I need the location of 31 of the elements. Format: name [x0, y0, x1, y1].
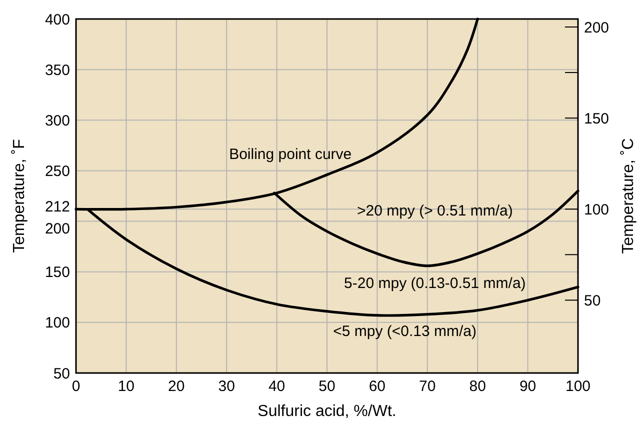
x-tick-label: 70 — [419, 378, 436, 395]
y-tick-label: 350 — [44, 62, 70, 79]
y-axis-title: Temperature, ˚F — [11, 138, 28, 253]
annotation: >20 mpy (> 0.51 mm/a) — [356, 202, 513, 220]
y2-axis-title: Temperature, ˚C — [620, 138, 637, 254]
y-tick-label: 212 — [44, 198, 70, 216]
x-tick-label: 0 — [72, 378, 80, 395]
y2-tick-label: 150 — [584, 110, 610, 128]
y-tick-label: 300 — [44, 112, 70, 130]
y-tick-label: 150 — [44, 264, 70, 282]
y-tick-label: 250 — [44, 162, 70, 180]
y-tick-label: 50 — [53, 365, 70, 382]
y-tick-label: 200 — [44, 220, 70, 238]
y2-tick-label: 50 — [584, 292, 601, 310]
y-tick-label: 100 — [44, 314, 70, 332]
x-tick-label: 10 — [118, 378, 135, 395]
x-tick-label: 100 — [565, 378, 591, 395]
x-tick-label: 60 — [368, 378, 386, 395]
x-tick-label: 20 — [168, 378, 185, 395]
x-tick-label: 50 — [318, 378, 336, 395]
annotation: <5 mpy (<0.13 mm/a) — [333, 322, 477, 340]
annotation: 5-20 mpy (0.13-0.51 mm/a) — [344, 274, 526, 292]
y-tick-label: 400 — [44, 11, 70, 28]
y2-tick-label: 200 — [584, 19, 610, 36]
annotation: Boiling point curve — [229, 146, 352, 163]
x-tick-label: 40 — [268, 378, 286, 395]
x-axis-title: Sulfuric acid, %/Wt. — [258, 403, 396, 420]
x-tick-label: 30 — [218, 378, 235, 395]
x-tick-label: 80 — [469, 378, 486, 395]
y2-tick-label: 100 — [584, 201, 610, 218]
x-tick-label: 90 — [519, 378, 536, 395]
